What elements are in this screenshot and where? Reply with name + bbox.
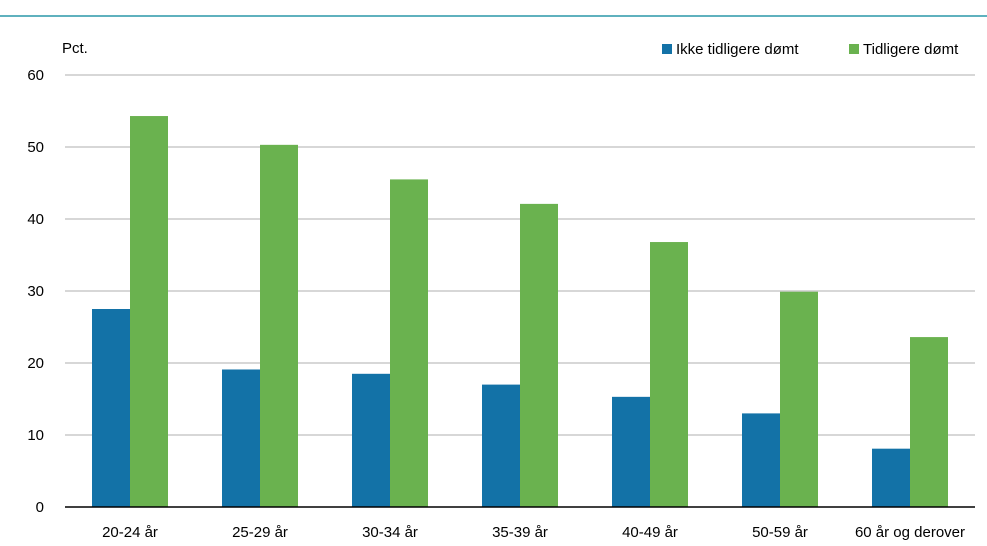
y-tick-label: 10 [27, 427, 44, 444]
x-tick-label: 20-24 år [102, 524, 158, 541]
x-tick-label: 35-39 år [492, 524, 548, 541]
y-tick-label: 60 [27, 67, 44, 84]
y-tick-label: 30 [27, 283, 44, 300]
bar-tidligere-domt [780, 291, 818, 507]
bar-ikke-tidligere-domt [482, 384, 520, 507]
legend-label: Ikke tidligere dømt [676, 41, 799, 58]
legend-swatch [662, 44, 672, 54]
bar-ikke-tidligere-domt [352, 373, 390, 507]
bar-tidligere-domt [520, 203, 558, 507]
x-tick-labels: 20-24 år 25-29 år 30-34 år 35-39 år 40-49 år… [102, 524, 965, 541]
bar-tidligere-domt [650, 242, 688, 508]
bar-tidligere-domt [130, 116, 168, 507]
y-axis-label: Pct. [62, 40, 88, 57]
bar-tidligere-domt [260, 144, 298, 507]
bar-ikke-tidligere-domt [742, 413, 780, 507]
x-tick-label: 30-34 år [362, 524, 418, 541]
bar-ikke-tidligere-domt [872, 448, 910, 507]
x-tick-label: 60 år og derover [855, 524, 965, 541]
legend: Ikke tidligere dømt Tidligere dømt [662, 41, 959, 58]
y-tick-label: 0 [36, 499, 44, 516]
y-tick-label: 40 [27, 211, 44, 228]
bar-ikke-tidligere-domt [222, 369, 260, 507]
x-tick-label: 40-49 år [622, 524, 678, 541]
legend-swatch [849, 44, 859, 54]
x-tick-label: 50-59 år [752, 524, 808, 541]
bar-tidligere-domt [910, 337, 948, 507]
bar-ikke-tidligere-domt [612, 396, 650, 507]
y-tick-labels: 0 10 20 30 40 50 60 [27, 67, 44, 516]
legend-label: Tidligere dømt [863, 41, 959, 58]
bar-ikke-tidligere-domt [92, 309, 130, 507]
bar-tidligere-domt [390, 179, 428, 507]
y-tick-label: 50 [27, 139, 44, 156]
x-tick-label: 25-29 år [232, 524, 288, 541]
y-tick-label: 20 [27, 355, 44, 372]
bars [92, 116, 948, 508]
